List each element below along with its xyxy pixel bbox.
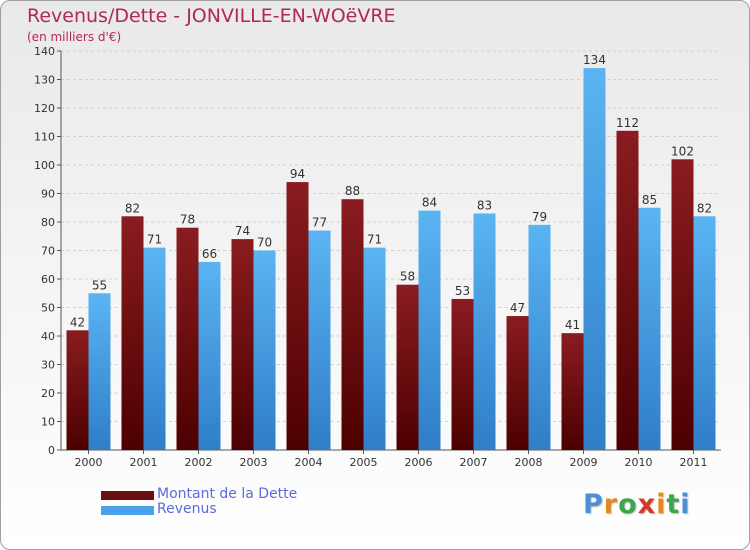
bar-dette: [341, 199, 364, 450]
legend-swatch-revenus: [101, 506, 154, 515]
x-tick-label: 2003: [240, 456, 268, 469]
logo-letter: x: [637, 489, 657, 520]
y-tick-label: 60: [41, 273, 55, 286]
data-label: 102: [671, 144, 694, 158]
y-tick-label: 10: [41, 416, 55, 429]
x-tick-label: 2008: [515, 456, 543, 469]
y-tick-label: 70: [41, 245, 55, 258]
data-label: 112: [616, 116, 639, 130]
bar-revenus: [583, 68, 606, 450]
bar-dette: [506, 316, 529, 450]
bar-revenus: [528, 224, 551, 450]
bar-revenus: [198, 261, 221, 450]
data-label: 66: [202, 247, 217, 261]
bar-dette: [671, 159, 694, 451]
bar-dette: [286, 182, 309, 450]
y-tick-label: 20: [41, 387, 55, 400]
y-tick-label: 90: [41, 188, 55, 201]
bar-revenus: [418, 210, 441, 450]
bar-dette: [561, 333, 584, 450]
bar-dette: [451, 298, 474, 450]
x-tick-label: 2009: [570, 456, 598, 469]
y-tick-label: 130: [34, 74, 55, 87]
x-tick-label: 2000: [75, 456, 103, 469]
data-label: 77: [312, 216, 327, 230]
logo-letter: t: [666, 489, 681, 520]
legend-label-revenus: Revenus: [157, 501, 217, 517]
y-tick-label: 120: [34, 102, 55, 115]
x-tick-label: 2005: [350, 456, 378, 469]
x-tick-label: 2006: [405, 456, 433, 469]
bar-dette: [66, 330, 89, 450]
data-label: 82: [125, 201, 140, 215]
data-label: 71: [147, 233, 162, 247]
data-label: 47: [510, 301, 525, 315]
data-label: 83: [477, 198, 492, 212]
x-tick-label: 2010: [625, 456, 653, 469]
x-tick-label: 2007: [460, 456, 488, 469]
y-tick-label: 30: [41, 359, 55, 372]
data-label: 74: [235, 224, 250, 238]
legend-swatch-dette: [101, 491, 154, 500]
chart-subtitle: (en milliers d'€): [27, 30, 122, 44]
data-label: 85: [642, 193, 657, 207]
bar-revenus: [638, 207, 661, 450]
bar-dette: [121, 216, 144, 450]
data-label: 79: [532, 210, 547, 224]
data-label: 42: [70, 315, 85, 329]
data-label: 94: [290, 167, 305, 181]
data-label: 88: [345, 184, 360, 198]
bar-revenus: [88, 293, 111, 450]
legend-label-dette: Montant de la Dette: [157, 486, 298, 502]
data-label: 58: [400, 270, 415, 284]
data-label: 71: [367, 233, 382, 247]
data-label: 55: [92, 278, 107, 292]
data-label: 53: [455, 284, 470, 298]
bar-dette: [176, 227, 199, 450]
x-tick-label: 2011: [680, 456, 708, 469]
logo-letter: P: [583, 489, 604, 520]
bar-revenus: [363, 247, 386, 450]
y-tick-label: 40: [41, 330, 55, 343]
logo-letter: o: [618, 489, 638, 520]
data-label: 78: [180, 213, 195, 227]
data-label: 70: [257, 236, 272, 250]
logo-letter: r: [603, 489, 619, 520]
bar-revenus: [693, 216, 716, 450]
bar-dette: [231, 239, 254, 450]
x-tick-label: 2001: [130, 456, 158, 469]
x-tick-label: 2002: [185, 456, 213, 469]
data-label: 41: [565, 318, 580, 332]
y-tick-label: 50: [41, 302, 55, 315]
bar-dette: [396, 284, 419, 450]
data-label: 84: [422, 196, 437, 210]
y-tick-label: 140: [34, 45, 55, 58]
y-tick-label: 110: [34, 131, 55, 144]
data-label: 82: [697, 201, 712, 215]
bar-revenus: [473, 213, 496, 450]
x-tick-label: 2004: [295, 456, 323, 469]
chart-title: Revenus/Dette - JONVILLE-EN-WOëVRE: [27, 5, 396, 27]
bar-dette: [616, 130, 639, 451]
proxiti-logo: Proxiti: [583, 489, 691, 520]
bar-revenus: [308, 230, 331, 450]
y-tick-label: 100: [34, 159, 55, 172]
data-label: 134: [583, 53, 606, 67]
bar-revenus: [143, 247, 166, 450]
bar-revenus: [253, 250, 276, 450]
logo-letter: i: [656, 489, 667, 520]
logo-letter: i: [680, 489, 691, 520]
y-tick-label: 0: [48, 444, 55, 457]
y-tick-label: 80: [41, 216, 55, 229]
